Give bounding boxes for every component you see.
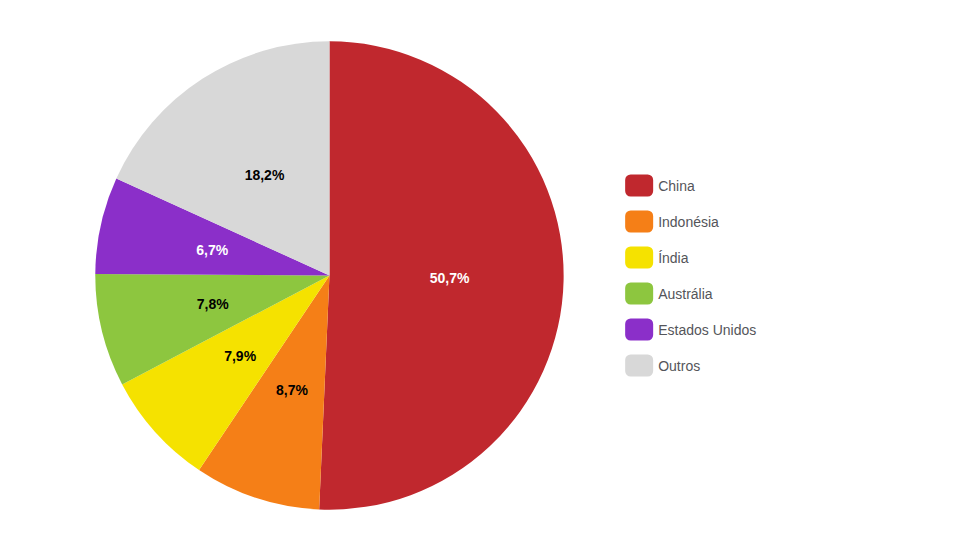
- svg-text:7,9%: 7,9%: [224, 348, 256, 364]
- svg-text:Índia: Índia: [658, 250, 689, 266]
- svg-text:Indonésia: Indonésia: [658, 214, 719, 230]
- svg-text:Austrália: Austrália: [658, 286, 713, 302]
- svg-text:8,7%: 8,7%: [276, 382, 308, 398]
- svg-text:7,8%: 7,8%: [197, 296, 229, 312]
- svg-text:Outros: Outros: [658, 358, 700, 374]
- svg-text:50,7%: 50,7%: [430, 270, 470, 286]
- svg-text:Estados Unidos: Estados Unidos: [658, 322, 756, 338]
- svg-text:China: China: [658, 178, 695, 194]
- svg-text:6,7%: 6,7%: [196, 242, 228, 258]
- svg-text:18,2%: 18,2%: [245, 167, 285, 183]
